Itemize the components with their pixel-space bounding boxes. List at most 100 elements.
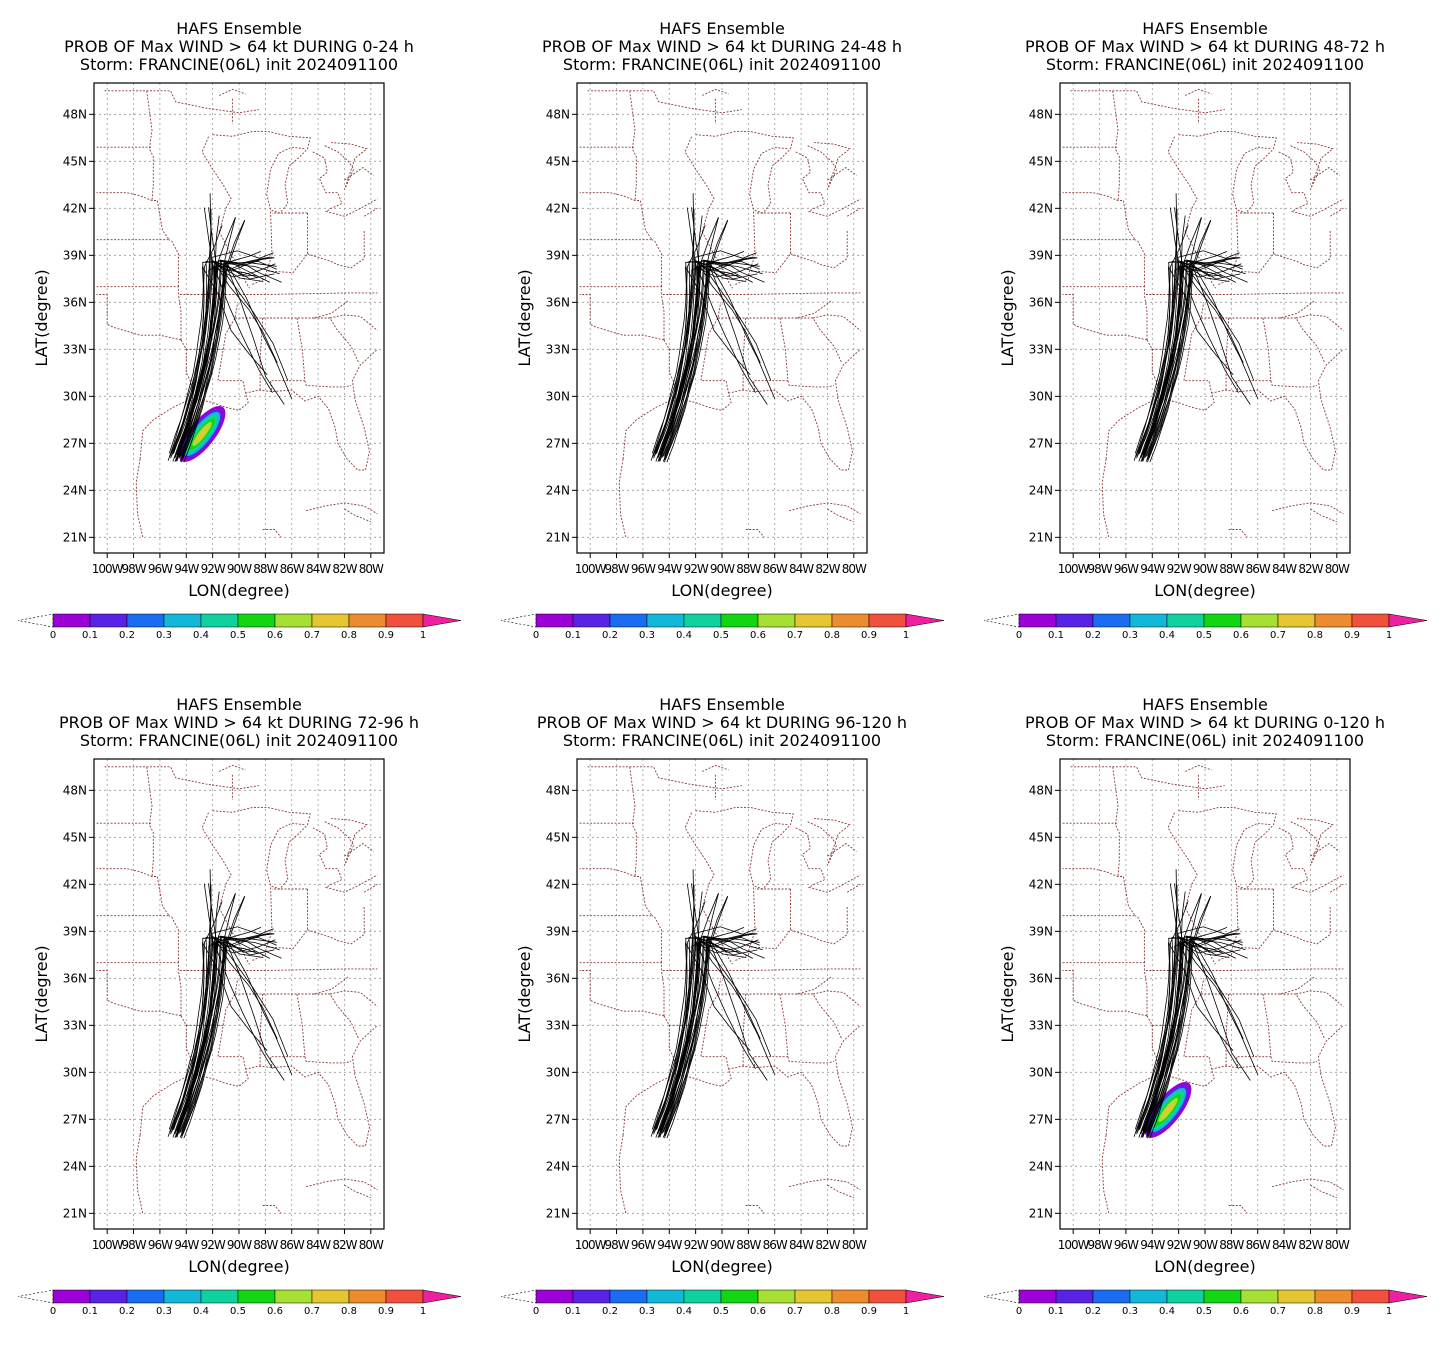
boundary-line (212, 807, 311, 890)
y-axis-label: LAT(degree) (32, 269, 51, 366)
x-tick-label: 94W (174, 1238, 199, 1252)
y-tick-label: 30N (63, 1065, 87, 1079)
x-tick-label: 94W (657, 562, 682, 576)
y-tick-label: 33N (63, 342, 87, 356)
x-tick-label: 94W (174, 562, 199, 576)
boundary-line (324, 818, 368, 866)
x-tick-label: 100W (1058, 562, 1090, 576)
colorbar-segment (52, 1289, 91, 1304)
colorbar-segment (1055, 613, 1094, 628)
boundary-line (827, 508, 854, 523)
colorbar-segment (1314, 1289, 1353, 1304)
colorbar-label: 0.1 (1048, 630, 1064, 641)
boundary-line (1278, 151, 1344, 217)
colorbar-label: 0.7 (1270, 630, 1286, 641)
colorbar-label: 0.9 (1344, 630, 1360, 641)
x-tick-label: 88W (1219, 562, 1244, 576)
boundary-line (222, 978, 239, 1026)
colorbar-label: 0.2 (602, 630, 618, 641)
boundary-line (749, 213, 791, 274)
y-tick-label: 36N (63, 295, 87, 309)
chart-title-line1: HAFS Ensemble (176, 695, 302, 714)
ensemble-track (167, 942, 268, 1137)
boundary-line (1201, 300, 1315, 319)
colorbar-label: 0.8 (824, 1306, 840, 1317)
colorbar-label: 1 (420, 630, 426, 641)
boundary-line (363, 883, 378, 893)
x-tick-label: 100W (92, 1238, 124, 1252)
colorbar-label: 0.5 (713, 630, 729, 641)
boundary-line (1310, 1184, 1337, 1199)
ensemble-track (1136, 224, 1189, 459)
colorbar-segment (237, 613, 276, 628)
x-tick-label: 86W (763, 562, 788, 576)
colorbar-segment (831, 1289, 870, 1304)
colorbar-label: 0.3 (156, 1306, 172, 1317)
colorbar-label: 0.7 (304, 630, 320, 641)
map-boundaries (579, 88, 861, 538)
y-tick-label: 33N (1029, 342, 1053, 356)
boundary-line (1329, 883, 1344, 893)
colorbar-label: 0.9 (861, 1306, 877, 1317)
y-tick-label: 21N (63, 1206, 87, 1220)
boundary-line (1272, 1178, 1344, 1191)
colorbar-label: 1 (1386, 1306, 1392, 1317)
y-tick-label: 36N (546, 295, 570, 309)
boundary-line (660, 294, 665, 340)
x-tick-label: 92W (684, 1238, 709, 1252)
colorbar: 0 0.1 0.2 0.3 0.4 0.5 0.6 0.7 0.8 0.9 1 (17, 1289, 462, 1317)
ensemble-track (661, 938, 768, 1134)
colorbar-label: 0.6 (750, 1306, 766, 1317)
y-tick-label: 33N (63, 1018, 87, 1032)
ensemble-track (651, 261, 753, 454)
boundary-line (651, 239, 662, 287)
colorbar: 0 0.1 0.2 0.3 0.4 0.5 0.6 0.7 0.8 0.9 1 (17, 613, 462, 641)
y-tick-label: 45N (63, 830, 87, 844)
colorbar-segment (348, 1289, 387, 1304)
boundary-line (797, 317, 843, 364)
colorbar-under-arrow (500, 613, 537, 628)
boundary-line (1290, 818, 1334, 866)
y-axis-label: LAT(degree) (998, 269, 1017, 366)
boundary-line (186, 1024, 247, 1070)
colorbar-segment (1166, 1289, 1205, 1304)
boundary-line (622, 348, 861, 471)
y-tick-label: 36N (546, 971, 570, 985)
x-tick-label: 92W (201, 1238, 226, 1252)
colorbar-under-arrow (983, 613, 1020, 628)
y-tick-label: 48N (63, 783, 87, 797)
boundary-line (177, 294, 182, 340)
boundary-line (587, 90, 742, 114)
boundary-line (1272, 502, 1344, 515)
y-tick-label: 30N (1029, 389, 1053, 403)
ensemble-track (1142, 262, 1230, 458)
colorbar-label: 0.7 (787, 630, 803, 641)
ensemble-track (665, 261, 776, 459)
x-tick-label: 84W (1272, 1238, 1297, 1252)
boundary-line (812, 990, 861, 1007)
y-tick-label: 39N (1029, 248, 1053, 262)
boundary-line (660, 970, 665, 1016)
boundary-line (1278, 827, 1344, 893)
boundary-line (177, 970, 182, 1016)
y-tick-label: 33N (546, 1018, 570, 1032)
y-tick-label: 39N (546, 248, 570, 262)
ensemble-track (666, 220, 729, 463)
ensemble-track (170, 900, 223, 1135)
ensemble-track (1134, 937, 1236, 1130)
y-tick-label: 33N (1029, 1018, 1053, 1032)
probability-contour (1162, 1102, 1174, 1118)
ensemble-track (172, 250, 274, 453)
colorbar-segment (200, 1289, 239, 1304)
colorbar-label: 0.6 (267, 630, 283, 641)
boundary-line (1188, 302, 1205, 350)
x-tick-label: 92W (684, 562, 709, 576)
y-axis-label: LAT(degree) (32, 945, 51, 1042)
x-tick-label: 100W (92, 562, 124, 576)
colorbar-label: 0.6 (267, 1306, 283, 1317)
x-tick-label: 90W (1193, 562, 1218, 576)
x-axis-label: LON(degree) (671, 581, 772, 600)
boundary-line (1232, 889, 1274, 950)
x-tick-label: 82W (332, 562, 357, 576)
